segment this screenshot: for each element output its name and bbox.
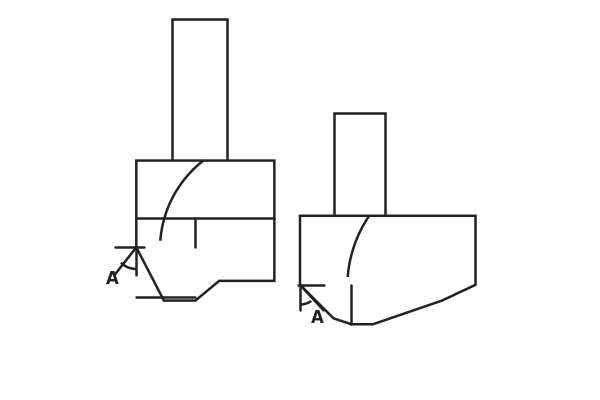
Polygon shape: [300, 216, 476, 324]
Text: A: A: [106, 270, 119, 288]
Polygon shape: [334, 113, 385, 216]
Polygon shape: [172, 18, 227, 160]
Text: A: A: [311, 309, 324, 327]
Polygon shape: [136, 160, 274, 300]
